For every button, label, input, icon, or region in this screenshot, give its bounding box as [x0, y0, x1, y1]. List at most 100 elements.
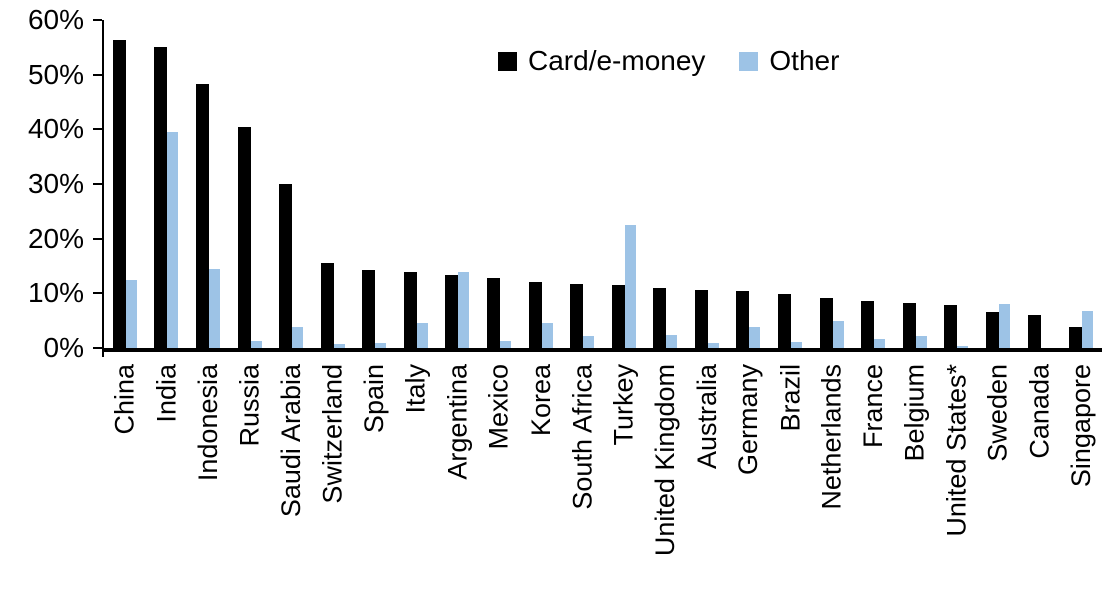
bar-card-e-money-mexico	[486, 278, 500, 348]
bar-group-india	[146, 20, 188, 348]
x-axis-label-united-states: United States*	[941, 364, 972, 537]
x-label-cell-germany: Germany	[728, 364, 770, 579]
bar-card-e-money-argentina	[445, 274, 459, 348]
x-label-cell-italy: Italy	[395, 364, 437, 579]
x-axis-origin-tick	[102, 348, 104, 357]
bar-group-united-states	[936, 20, 978, 348]
y-tick-50	[93, 73, 102, 76]
bar-group-brazil	[769, 20, 811, 348]
x-axis-label-argentina: Argentina	[442, 364, 473, 480]
bar-group-germany	[728, 20, 770, 348]
x-label-cell-brazil: Brazil	[769, 364, 811, 579]
bar-card-e-money-united-kingdom	[653, 287, 667, 348]
x-label-cell-united-states: United States*	[936, 364, 978, 579]
x-label-cell-china: China	[104, 364, 146, 579]
bar-card-e-money-canada	[1027, 314, 1041, 348]
x-axis-label-turkey: Turkey	[608, 364, 639, 446]
x-label-cell-argentina: Argentina	[437, 364, 479, 579]
x-label-cell-switzerland: Switzerland	[312, 364, 354, 579]
bar-other-italy	[416, 322, 428, 348]
bar-group-korea	[520, 20, 562, 348]
bar-group-spain	[353, 20, 395, 348]
bar-other-france	[874, 339, 886, 348]
x-axis-label-singapore: Singapore	[1066, 364, 1097, 488]
x-label-cell-australia: Australia	[686, 364, 728, 579]
legend-label-other: Other	[769, 45, 840, 76]
x-label-cell-france: France	[852, 364, 894, 579]
other-swatch-icon	[739, 51, 759, 71]
x-axis-label-italy: Italy	[400, 364, 431, 414]
bar-card-e-money-singapore	[1069, 326, 1083, 348]
bar-group-australia	[686, 20, 728, 348]
x-axis-label-korea: Korea	[525, 364, 556, 437]
bar-other-belgium	[915, 336, 927, 348]
bar-card-e-money-indonesia	[195, 84, 209, 348]
y-axis-label-0: 0%	[43, 332, 84, 363]
bar-other-singapore	[1082, 310, 1094, 348]
bar-other-australia	[707, 342, 719, 348]
bar-other-mexico	[499, 340, 511, 348]
y-tick-30	[93, 183, 102, 185]
y-tick-10	[93, 292, 102, 295]
y-tick-60	[93, 19, 102, 21]
x-axis-label-china: China	[109, 364, 140, 435]
bar-other-argentina	[458, 272, 470, 348]
bar-card-e-money-russia	[237, 127, 251, 348]
bar-other-united-kingdom	[666, 335, 678, 348]
bar-group-china	[104, 20, 146, 348]
y-axis-label-20: 20%	[27, 222, 84, 254]
bar-other-brazil	[791, 342, 803, 348]
x-axis-label-switzerland: Switzerland	[317, 364, 348, 504]
bar-other-korea	[541, 323, 553, 348]
bar-card-e-money-france	[861, 301, 875, 348]
x-axis-label-belgium: Belgium	[899, 364, 930, 462]
plot-area: 0% 10% 20% 30% 40% 50% 60% China India Indonesia…	[28, 5, 1102, 556]
legend-label-card: Card/e-money	[528, 45, 706, 76]
x-label-cell-russia: Russia	[229, 364, 271, 579]
x-label-cell-indonesia: Indonesia	[187, 364, 229, 579]
x-label-cell-netherlands: Netherlands	[811, 364, 853, 579]
y-axis-label-10: 10%	[27, 277, 84, 309]
x-label-cell-south-africa: South Africa	[561, 364, 603, 579]
bar-card-e-money-belgium	[902, 303, 916, 348]
bar-group-france	[852, 20, 894, 348]
x-axis-label-saudi-arabia: Saudi Arabia	[276, 364, 307, 518]
x-label-cell-korea: Korea	[520, 364, 562, 579]
bar-card-e-money-india	[154, 46, 168, 348]
x-label-cell-india: India	[146, 364, 188, 579]
bar-card-e-money-china	[112, 40, 126, 348]
bar-groups	[104, 20, 1102, 348]
legend-item-card: Card/e-money	[498, 46, 705, 76]
bar-group-singapore	[1060, 20, 1102, 348]
bar-other-saudi-arabia	[292, 326, 304, 348]
legend-item-other: Other	[739, 46, 839, 76]
bar-group-italy	[395, 20, 437, 348]
x-label-cell-united-kingdom: United Kingdom	[645, 364, 687, 579]
x-axis-label-brazil: Brazil	[775, 364, 806, 432]
bar-group-switzerland	[312, 20, 354, 348]
bar-other-turkey	[624, 225, 636, 348]
bar-card-e-money-turkey	[611, 285, 625, 348]
legend: Card/e-money Other	[498, 46, 839, 76]
bar-group-indonesia	[187, 20, 229, 348]
bar-card-e-money-saudi-arabia	[279, 184, 293, 348]
bar-card-e-money-korea	[528, 281, 542, 348]
bar-group-sweden	[977, 20, 1019, 348]
x-label-cell-singapore: Singapore	[1060, 364, 1102, 579]
card-emoney-swatch-icon	[498, 51, 517, 71]
x-axis-label-russia: Russia	[234, 364, 265, 447]
bar-other-indonesia	[208, 268, 220, 348]
x-label-cell-canada: Canada	[1019, 364, 1061, 579]
bar-card-e-money-united-states	[944, 304, 958, 348]
x-axis-label-spain: Spain	[359, 364, 390, 434]
y-tick-0	[93, 347, 102, 349]
x-axis-label-united-kingdom: United Kingdom	[650, 364, 681, 557]
bar-other-russia	[250, 341, 262, 348]
x-axis-label-netherlands: Netherlands	[816, 364, 847, 510]
bar-card-e-money-australia	[694, 289, 708, 348]
bar-other-spain	[375, 342, 387, 348]
x-axis-label-france: France	[858, 364, 889, 449]
bar-group-russia	[229, 20, 271, 348]
bar-group-united-kingdom	[645, 20, 687, 348]
y-axis-label-40: 40%	[27, 113, 84, 145]
